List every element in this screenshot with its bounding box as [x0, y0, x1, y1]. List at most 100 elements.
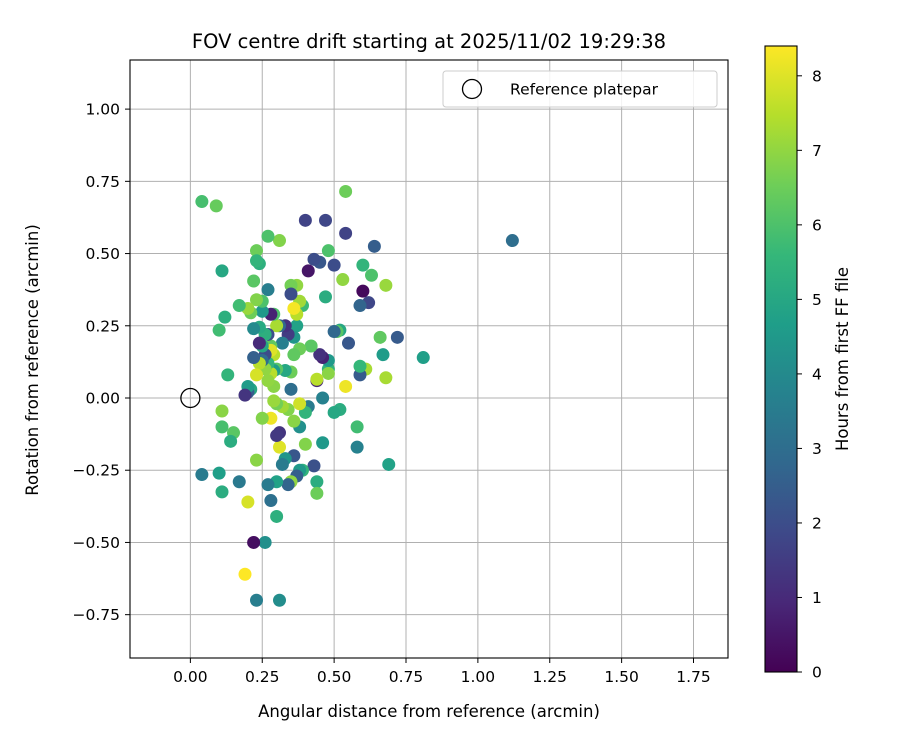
- scatter-point: [232, 475, 246, 489]
- scatter-point: [250, 368, 263, 382]
- scatter-point: [379, 278, 393, 292]
- scatter-point: [247, 535, 261, 549]
- y-tick-label: 0.00: [85, 390, 120, 408]
- y-tick-label: 0.50: [85, 245, 120, 263]
- scatter-point: [250, 254, 263, 268]
- y-tick-label: 0.75: [85, 173, 120, 191]
- scatter-point: [353, 299, 367, 313]
- scatter-point: [379, 371, 393, 385]
- colorbar-ticks: 0 1 2 3 4 5 6 7 8: [797, 67, 822, 682]
- scatter-point: [319, 213, 332, 227]
- scatter-point: [390, 330, 404, 344]
- scatter-point: [304, 339, 318, 353]
- scatter-point: [367, 239, 381, 253]
- scatter-point: [356, 258, 370, 272]
- y-tick-label: −0.25: [73, 462, 121, 480]
- x-tick-label: 1.25: [532, 668, 567, 686]
- chart-title: FOV centre drift starting at 2025/11/02 …: [192, 30, 666, 53]
- scatter-point: [250, 293, 263, 307]
- scatter-point: [261, 283, 275, 297]
- colorbar-frame: [764, 45, 798, 673]
- colorbar-tick-label: 3: [812, 440, 822, 458]
- legend-reference-marker: [461, 78, 483, 100]
- scatter-point: [316, 391, 330, 405]
- scatter-point: [238, 388, 252, 402]
- scatter-point: [273, 593, 286, 607]
- scatter-point: [261, 478, 275, 492]
- scatter-point: [310, 486, 324, 500]
- scatter-point: [316, 436, 330, 450]
- scatter-point: [313, 348, 327, 362]
- colorbar-tick-label: 2: [812, 514, 822, 532]
- scatter-point: [273, 234, 286, 248]
- x-tick-label: 1.75: [676, 668, 711, 686]
- scatter-point: [221, 368, 235, 382]
- scatter-point: [212, 323, 226, 337]
- scatter-point: [215, 404, 229, 418]
- y-axis-title: Rotation from reference (arcmin): [23, 224, 42, 496]
- scatter-point: [350, 440, 364, 454]
- scatter-point: [373, 330, 387, 344]
- scatter-point: [215, 420, 229, 434]
- scatter-point: [250, 593, 263, 607]
- scatter-point: [250, 244, 263, 258]
- scatter-point: [339, 226, 353, 240]
- x-tick-label: 0.75: [389, 668, 424, 686]
- legend: Reference platepar: [442, 70, 718, 108]
- scatter-point: [287, 414, 301, 428]
- scatter-point: [212, 466, 226, 480]
- colorbar-tick-label: 6: [812, 216, 822, 234]
- x-tick-label: 0.00: [173, 668, 208, 686]
- scatter-point: [382, 457, 396, 471]
- colorbar-tick-label: 1: [812, 589, 822, 607]
- scatter-point: [218, 310, 232, 324]
- colorbar: 0 1 2 3 4 5 6 7 8 Hours from first FF file: [764, 45, 852, 682]
- y-tick-label: 1.00: [85, 101, 120, 119]
- scatter-point: [195, 468, 209, 482]
- scatter-point: [247, 351, 261, 365]
- scatter-point: [250, 453, 263, 467]
- scatter-point: [376, 348, 390, 362]
- scatter-point: [252, 336, 266, 350]
- scatter-point: [307, 252, 321, 266]
- x-axis-title: Angular distance from reference (arcmin): [258, 702, 600, 721]
- scatter-point: [247, 274, 261, 288]
- scatter-point: [310, 372, 324, 386]
- x-tick-label: 1.00: [461, 668, 496, 686]
- y-tick-label: −0.50: [73, 534, 121, 552]
- scatter-point: [270, 509, 284, 523]
- x-tick-label: 1.50: [604, 668, 639, 686]
- colorbar-tick-label: 5: [812, 291, 822, 309]
- scatter-point: [275, 457, 289, 471]
- scatter-point: [232, 299, 246, 313]
- colorbar-tick-label: 7: [812, 142, 822, 160]
- scatter-point: [342, 336, 355, 350]
- scatter-point: [321, 244, 335, 258]
- scatter-point: [327, 405, 341, 419]
- scatter-point: [321, 366, 335, 380]
- scatter-point: [301, 264, 315, 278]
- scatter-point: [319, 290, 332, 304]
- scatter-point: [336, 273, 350, 287]
- reference-layer: [180, 387, 201, 409]
- scatter-point: [339, 184, 353, 198]
- scatter-point: [261, 229, 275, 243]
- axis-ticks: 0.00 0.25 0.50 0.75 1.00 1.25 1.50 1.75 −0.75 −0.…: [73, 101, 711, 686]
- grid: [130, 60, 728, 658]
- scatter-point: [353, 359, 367, 373]
- colorbar-tick-label: 4: [812, 365, 822, 383]
- scatter-point: [209, 199, 223, 213]
- scatter-point: [255, 304, 269, 318]
- scatter-point: [287, 301, 301, 315]
- scatter-point: [293, 397, 307, 411]
- scatter-point: [356, 284, 370, 298]
- scatter-point: [270, 429, 284, 443]
- scatter-point: [261, 374, 275, 388]
- scatter-point: [416, 351, 430, 365]
- scatter-point: [241, 495, 255, 509]
- scatter-point: [339, 379, 353, 393]
- scatter-point: [270, 319, 284, 333]
- reference-platepar-marker: [180, 387, 201, 409]
